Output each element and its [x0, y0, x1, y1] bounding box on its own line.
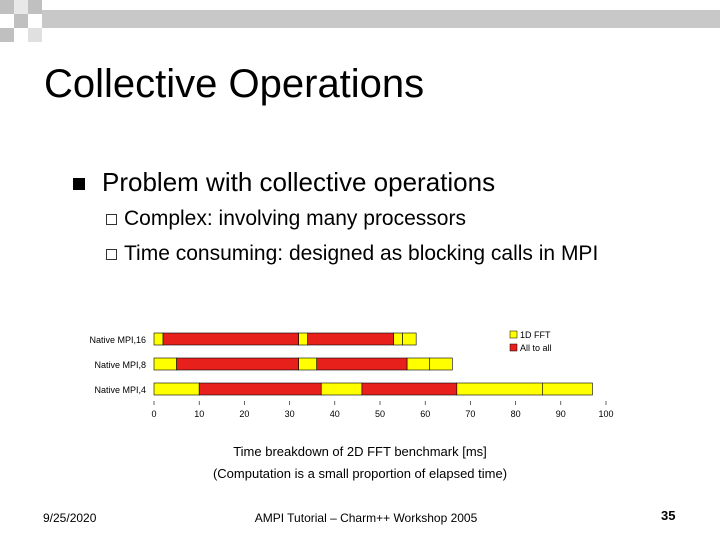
- legend-swatch: [509, 343, 518, 352]
- bar-segment: [153, 357, 177, 371]
- category-label: Native MPI,8: [94, 360, 146, 370]
- deco-band: [42, 10, 720, 28]
- legend-label: 1D FFT: [520, 330, 551, 340]
- deco-square-6: [14, 0, 28, 14]
- x-tick-label: 50: [375, 409, 385, 419]
- bar-segment: [320, 382, 363, 396]
- deco-square-5: [28, 28, 42, 42]
- category-label: Native MPI,4: [94, 385, 146, 395]
- slide-title: Collective Operations: [44, 62, 425, 106]
- deco-square-2: [14, 14, 28, 28]
- main-bullet-square: [73, 178, 85, 190]
- bar-segment: [176, 357, 299, 371]
- bar-segment: [162, 332, 299, 346]
- x-tick-label: 10: [194, 409, 204, 419]
- chart-caption-line-2: (Computation is a small proportion of el…: [212, 466, 508, 481]
- x-tick-label: 80: [511, 409, 521, 419]
- bar-segment: [298, 332, 308, 346]
- page-number: 35: [661, 508, 676, 523]
- deco-square-1: [0, 0, 14, 14]
- chart-caption-line-1: Time breakdown of 2D FFT benchmark [ms]: [233, 444, 487, 459]
- sub-bullet-2-text: Time consuming: designed as blocking cal…: [124, 242, 599, 265]
- x-tick-label: 40: [330, 409, 340, 419]
- sub-bullet-1-text: Complex: involving many processors: [124, 207, 466, 230]
- bar-segment: [198, 382, 322, 396]
- bar-segment: [456, 382, 544, 396]
- sub-bullet-2: Time consuming: designed as blocking cal…: [106, 242, 598, 266]
- x-tick-label: 90: [556, 409, 566, 419]
- footer-date: 9/25/2020: [43, 511, 97, 525]
- bar-segment: [316, 357, 408, 371]
- bar-segment: [542, 382, 593, 396]
- x-tick-label: 0: [151, 409, 156, 419]
- checkbox-bullet-icon: [106, 248, 117, 260]
- x-tick-label: 100: [598, 409, 613, 419]
- x-tick-label: 20: [239, 409, 249, 419]
- bar-segment: [393, 332, 403, 346]
- bar-segment: [406, 357, 431, 371]
- sub-bullet-1: Complex: involving many processors: [106, 207, 466, 231]
- footer-title: AMPI Tutorial – Charm++ Workshop 2005: [254, 511, 478, 525]
- bar-segment: [153, 332, 164, 346]
- bar-segment: [429, 357, 453, 371]
- bar-segment: [402, 332, 417, 346]
- category-label: Native MPI,16: [89, 335, 146, 345]
- main-bullet-text: Problem with collective operations: [102, 167, 496, 197]
- bar-segment: [307, 332, 394, 346]
- bar-segment: [298, 357, 318, 371]
- header-decoration: [0, 0, 720, 42]
- deco-square-3: [28, 0, 42, 14]
- x-tick-label: 70: [465, 409, 475, 419]
- deco-square-4: [0, 28, 14, 42]
- legend-swatch: [509, 330, 518, 339]
- x-tick-label: 60: [420, 409, 430, 419]
- checkbox-bullet-icon: [106, 213, 117, 225]
- legend-label: All to all: [520, 343, 552, 353]
- bar-segment: [361, 382, 458, 396]
- bar-segment: [153, 382, 200, 396]
- x-tick-label: 30: [285, 409, 295, 419]
